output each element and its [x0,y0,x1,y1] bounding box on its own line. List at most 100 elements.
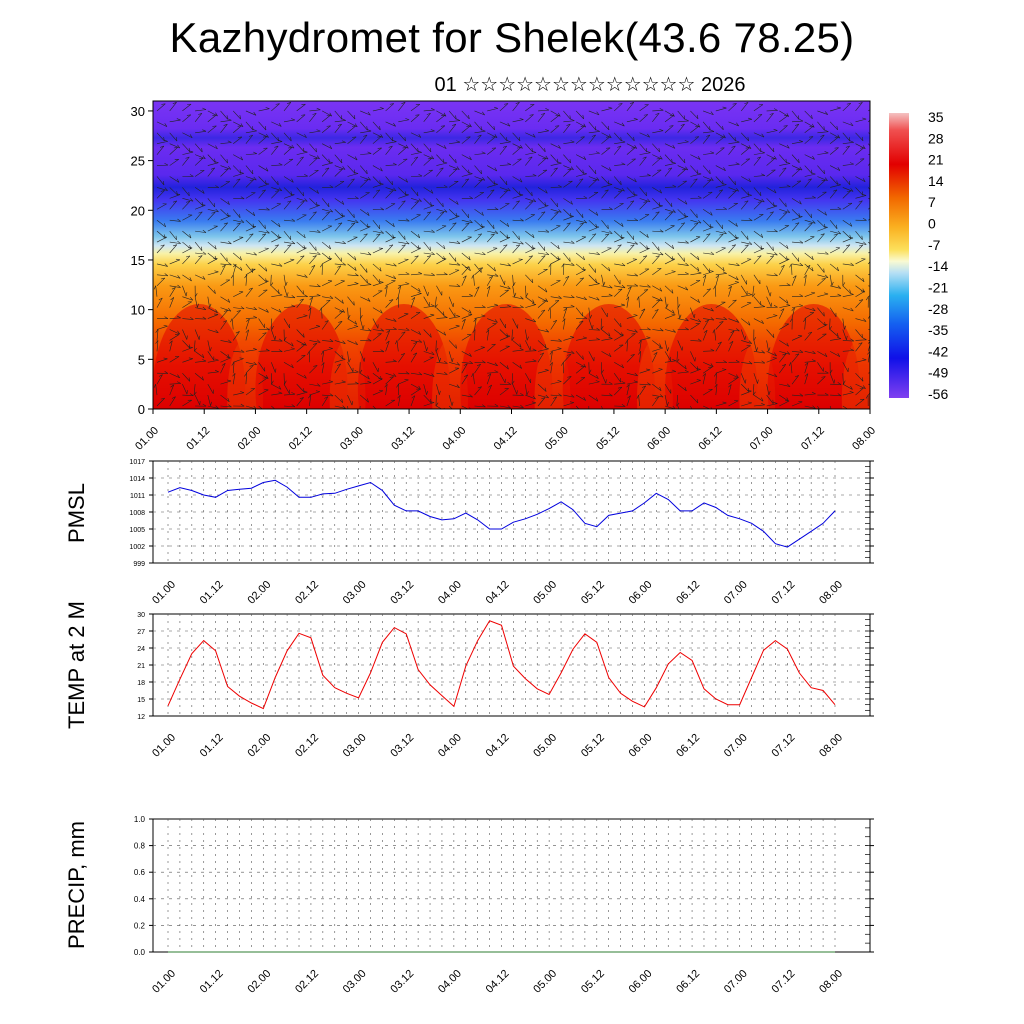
cool-cell [329,339,366,409]
pmsl-x-tick-label: 02.00 [245,579,273,607]
pmsl-x-tick-label: 07.00 [722,579,750,607]
page-subtitle: 01 ☆☆☆☆☆☆☆☆☆☆☆☆☆ 2026 [434,74,746,96]
heatmap-x-tick-label: 06.12 [697,425,725,453]
pmsl-series-line [167,479,836,548]
colorbar-label: -7 [928,237,941,253]
colorbar-label: -28 [928,301,948,317]
precip-x-tick-label: 08.00 [817,968,845,996]
heatmap-y-tick-label: 0 [138,402,145,417]
pmsl-panel: 999 1002 1005 1008 1011 1014 1017 01.00 01.12 02.… [64,459,874,607]
precip-y-tick-label: 0.6 [134,868,146,877]
colorbar: 35 28 21 14 7 0 -7 -14 -21 -28 -35 -42 -49 -56 [889,109,948,402]
page-title: Kazhydromet for Shelek(43.6 78.25) [169,14,855,61]
colorbar-label: 28 [928,130,944,146]
cool-cell [636,339,673,409]
precip-x-tick-label: 02.12 [293,968,321,996]
colorbar-label: -49 [928,365,948,381]
heatmap-y-tick-label: 30 [131,104,145,119]
colorbar-label: 7 [928,194,936,210]
pmsl-y-tick-label: 1008 [129,510,145,517]
temp-2m-x-tick-label: 06.00 [627,732,655,760]
colorbar-label: 35 [928,109,944,125]
pmsl-y-tick-label: 1014 [129,476,145,483]
pmsl-y-tick-label: 999 [133,561,145,568]
pmsl-x-tick-label: 04.12 [484,579,512,607]
precip-panel: 0.0 0.2 0.4 0.6 0.8 1.0 01.00 01.12 02.00 02.12 03… [64,815,874,996]
temp-2m-x-tick-label: 01.12 [198,732,226,760]
temp-2m-x-tick-label: 05.12 [579,732,607,760]
temp-2m-x-tick-label: 02.00 [245,732,273,760]
heatmap-y-tick-label: 20 [131,203,145,218]
temp-2m-series-line [167,620,836,710]
pmsl-x-tick-label: 03.12 [388,579,416,607]
temp-2m-x-tick-label: 05.00 [531,732,559,760]
temp-2m-y-tick-label: 27 [137,629,145,636]
temp-2m-x-tick-label: 01.00 [150,732,178,760]
pmsl-y-tick-label: 1017 [129,459,145,466]
precip-x-tick-label: 04.00 [436,968,464,996]
precip-y-axis-title: PRECIP, mm [64,821,89,949]
temp-2m-y-tick-label: 12 [137,714,145,721]
pmsl-x-tick-label: 01.12 [198,579,226,607]
temp-2m-x-tick-label: 07.12 [770,732,798,760]
precip-x-tick-label: 02.00 [245,968,273,996]
pmsl-x-tick-label: 06.12 [674,579,702,607]
precip-x-tick-label: 05.00 [531,968,559,996]
heatmap-x-tick-label: 05.12 [594,425,622,453]
heatmap-x-tick-label: 01.00 [133,425,161,453]
pmsl-x-tick-label: 08.00 [817,579,845,607]
pmsl-x-tick-label: 03.00 [341,579,369,607]
temp-2m-x-tick-label: 03.12 [388,732,416,760]
pmsl-x-tick-label: 07.12 [770,579,798,607]
precip-x-tick-label: 06.12 [674,968,702,996]
heatmap-x-tick-label: 08.00 [850,425,878,453]
temp-2m-y-tick-label: 21 [137,663,145,670]
cool-cell [534,339,571,409]
colorbar-label: 21 [928,152,944,168]
heatmap-panel: 0 5 10 15 20 25 30 01.00 01.12 02.00 02.12 03.00 03.… [131,100,878,453]
wind-arrows [153,102,870,409]
colorbar-label: 14 [928,173,944,189]
colorbar-gradient [889,113,909,398]
pmsl-frame [152,460,871,564]
heatmap-x-tick-label: 03.12 [389,425,417,453]
precip-frame [152,818,871,953]
heatmap-x-tick-label: 01.12 [184,425,212,453]
heatmap-y-tick-label: 25 [131,154,145,169]
temp-2m-y-axis-title: TEMP at 2 M [64,601,89,729]
warm-cell [357,304,451,409]
temp-2m-x-tick-label: 07.00 [722,732,750,760]
pmsl-x-tick-label: 05.00 [531,579,559,607]
heatmap-x-tick-label: 03.00 [338,425,366,453]
colorbar-label: -35 [928,322,948,338]
temp-2m-y-tick-label: 30 [137,612,145,619]
warm-cell [255,304,348,409]
precip-x-tick-label: 03.12 [388,968,416,996]
warm-cell [460,304,553,409]
precip-x-tick-label: 01.12 [198,968,226,996]
precip-y-tick-label: 0.0 [134,948,146,957]
heatmap-x-tick-label: 02.00 [236,425,264,453]
precip-y-tick-label: 0.4 [134,895,146,904]
heatmap-y-tick-label: 5 [138,352,145,367]
warm-cell [562,304,655,409]
heatmap-x-tick-label: 04.00 [440,425,468,453]
line-panels: 999 1002 1005 1008 1011 1014 1017 01.00 01.12 02.… [64,459,874,996]
temp-2m-y-tick-label: 18 [137,680,145,687]
heatmap-x-tick-label: 05.00 [543,425,571,453]
precip-x-tick-label: 04.12 [484,968,512,996]
precip-x-tick-label: 07.12 [770,968,798,996]
temp-2m-x-tick-label: 08.00 [817,732,845,760]
temp-2m-x-tick-label: 04.00 [436,732,464,760]
precip-y-tick-label: 0.2 [134,921,146,930]
pmsl-x-tick-label: 04.00 [436,579,464,607]
heatmap-x-tick-label: 06.00 [645,425,673,453]
heatmap-x-tick-label: 07.12 [799,425,827,453]
heatmap-y-tick-label: 10 [131,303,145,318]
temp-2m-y-tick-label: 24 [137,646,145,653]
colorbar-label: 0 [928,216,936,232]
pmsl-y-axis-title: PMSL [64,483,89,543]
cool-cell [432,339,468,409]
warm-cell [153,304,246,409]
heatmap-x-tick-label: 07.00 [748,425,776,453]
